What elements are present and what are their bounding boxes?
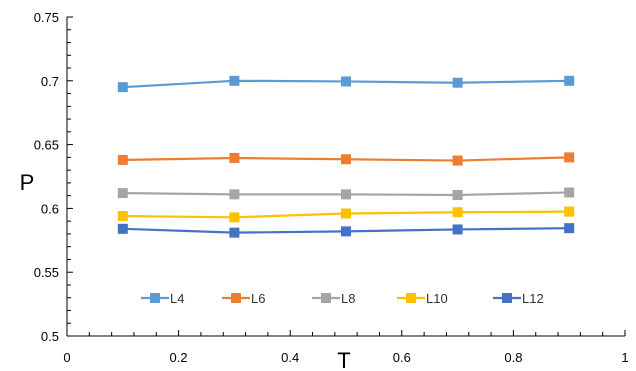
legend-label-l6: L6 xyxy=(251,291,265,306)
point-l4 xyxy=(117,82,128,93)
legend-marker-l10 xyxy=(406,293,416,303)
point-l12 xyxy=(229,227,240,238)
y-tick-label: 0.65 xyxy=(34,138,59,153)
legend-label-l10: L10 xyxy=(426,291,448,306)
x-tick-label: 0.4 xyxy=(281,350,299,365)
point-l10 xyxy=(117,211,128,222)
point-l4 xyxy=(229,75,240,86)
legend-label-l12: L12 xyxy=(522,291,544,306)
legend-marker-l6 xyxy=(231,293,241,303)
x-tick-label: 1 xyxy=(621,350,628,365)
point-l8 xyxy=(117,188,128,199)
point-l4 xyxy=(564,75,575,86)
legend: L4 L6 L8 L10 L12 xyxy=(141,291,544,306)
chart-axes xyxy=(66,16,626,337)
point-l10 xyxy=(341,208,351,219)
point-l12 xyxy=(341,226,351,237)
x-tick-label: 0 xyxy=(63,350,70,365)
x-tick-label: 0.8 xyxy=(504,350,522,365)
y-tick-label: 0.75 xyxy=(34,10,59,25)
point-l6 xyxy=(452,155,463,166)
x-axis-title: T xyxy=(337,348,350,371)
legend-marker-l12 xyxy=(502,293,512,303)
point-l10 xyxy=(229,212,240,223)
y-tick-labels: 0.5 0.55 0.6 0.65 0.7 0.75 xyxy=(34,10,59,344)
point-l10 xyxy=(452,207,463,218)
point-l8 xyxy=(341,189,351,200)
y-axis-title: P xyxy=(20,170,35,195)
point-l6 xyxy=(117,154,128,165)
y-tick-label: 0.6 xyxy=(41,201,59,216)
point-l6 xyxy=(341,154,351,165)
point-l6 xyxy=(564,152,575,163)
x-tick-label: 0.6 xyxy=(393,350,411,365)
x-tick-label: 0.2 xyxy=(170,350,188,365)
x-tick-labels: 0 0.2 0.4 0.6 0.8 1 xyxy=(63,350,628,365)
legend-label-l4: L4 xyxy=(170,291,184,306)
point-l8 xyxy=(452,190,463,201)
legend-marker-l4 xyxy=(150,293,160,303)
point-l10 xyxy=(564,206,575,217)
point-l8 xyxy=(564,187,575,198)
legend-marker-l8 xyxy=(321,293,331,303)
y-tick-label: 0.55 xyxy=(34,265,59,280)
series-layer xyxy=(117,75,575,238)
point-l12 xyxy=(564,223,575,234)
point-l4 xyxy=(452,77,463,88)
y-tick-label: 0.7 xyxy=(41,74,59,89)
point-l12 xyxy=(117,223,128,234)
point-l6 xyxy=(229,152,240,163)
point-l8 xyxy=(229,189,240,200)
point-l4 xyxy=(341,76,351,87)
y-tick-label: 0.5 xyxy=(41,329,59,344)
point-l12 xyxy=(452,224,463,235)
legend-label-l8: L8 xyxy=(341,291,355,306)
